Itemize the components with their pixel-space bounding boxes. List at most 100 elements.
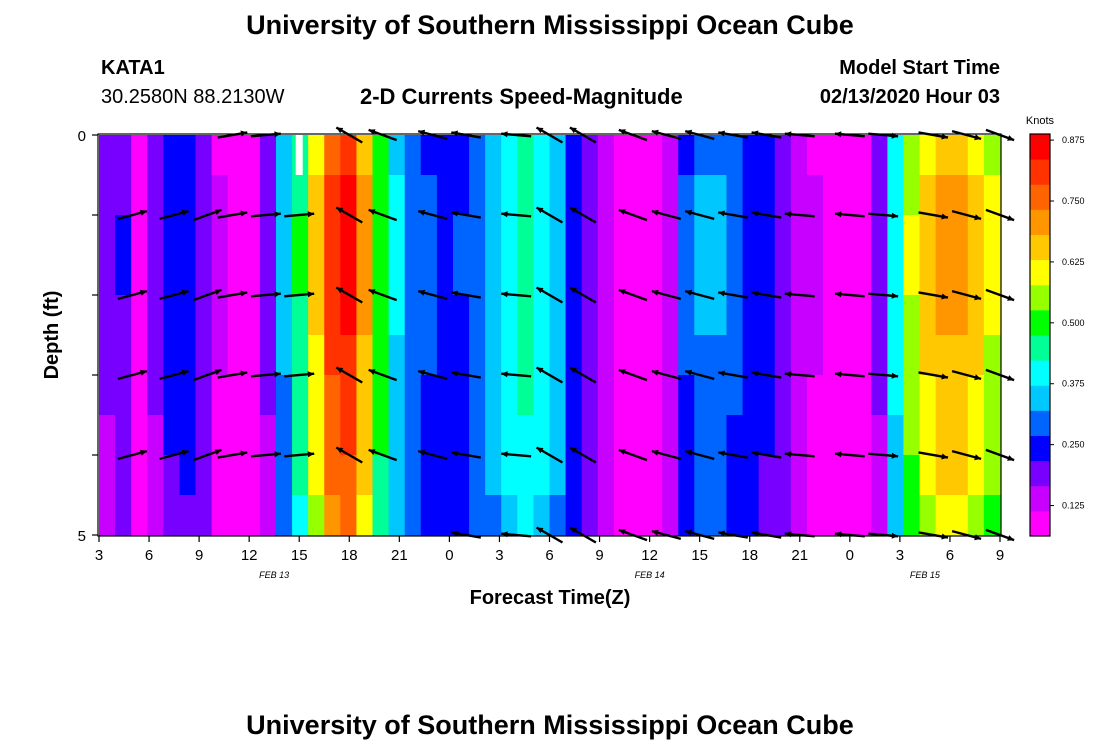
heat-cell	[823, 175, 840, 216]
heat-cell	[549, 175, 567, 216]
heat-cell	[613, 455, 631, 496]
heat-cell	[629, 175, 647, 216]
heat-cell	[485, 455, 502, 496]
heat-cell	[308, 335, 325, 376]
heat-cell	[919, 295, 937, 336]
heat-cell	[581, 455, 599, 496]
heat-cell	[839, 415, 856, 456]
heat-cell	[549, 415, 567, 456]
heat-cell	[565, 455, 583, 496]
heat-cell	[565, 255, 583, 296]
heat-cell	[919, 335, 937, 376]
heat-cell	[983, 335, 1001, 376]
heat-cell	[662, 495, 679, 536]
heat-cell	[99, 375, 116, 416]
current-vector	[951, 129, 982, 141]
x-tick-label: 3	[896, 547, 904, 564]
current-vector	[918, 131, 949, 140]
heat-cell	[452, 175, 470, 216]
heat-cell	[436, 135, 454, 176]
current-vector	[368, 208, 398, 222]
heat-cell	[951, 415, 969, 456]
heat-cell	[195, 135, 213, 176]
heat-cell	[935, 335, 953, 376]
heat-cell	[99, 495, 116, 536]
heat-cell	[983, 255, 1001, 296]
heat-cell	[678, 255, 695, 296]
heat-cell	[452, 295, 470, 336]
heat-cell	[211, 495, 229, 536]
heat-cell	[243, 255, 261, 296]
current-vector	[618, 208, 648, 222]
heat-cell	[726, 135, 744, 176]
heat-cell	[613, 255, 631, 296]
heat-cell	[742, 215, 760, 256]
x-tick-label: 18	[741, 547, 758, 564]
heat-cell	[951, 375, 969, 416]
heat-cell	[790, 495, 808, 536]
current-vector	[784, 291, 815, 298]
heat-cell	[951, 335, 969, 376]
heat-cell	[324, 495, 341, 536]
current-vector	[368, 288, 398, 302]
heat-cell	[903, 415, 921, 456]
heat-cell	[211, 375, 229, 416]
heat-cell	[871, 255, 888, 296]
heat-cell	[839, 215, 856, 256]
current-vector	[751, 290, 782, 299]
heat-cell	[147, 375, 164, 416]
heat-cell	[420, 295, 438, 336]
heat-cell	[195, 455, 213, 496]
heat-cell	[275, 415, 293, 456]
heat-cell	[517, 455, 535, 496]
heat-cell	[436, 215, 454, 256]
heat-cell	[581, 495, 599, 536]
heat-cell	[436, 415, 454, 456]
heat-cell	[967, 175, 985, 216]
heat-cell	[903, 135, 921, 176]
heat-cell	[485, 215, 502, 256]
heat-cell	[388, 135, 406, 176]
current-vector	[618, 368, 648, 382]
heat-cell	[533, 295, 551, 336]
heat-cell	[565, 415, 583, 456]
heat-cell	[131, 335, 148, 376]
heat-cell	[597, 375, 615, 416]
heat-cell	[951, 135, 969, 176]
current-vector	[335, 366, 363, 384]
heat-cell	[356, 135, 374, 176]
heat-cell	[340, 135, 358, 176]
heat-cell	[983, 415, 1001, 456]
heat-cell	[469, 335, 486, 376]
heat-cell	[517, 375, 535, 416]
heat-cell	[259, 455, 277, 496]
heat-cell	[726, 335, 744, 376]
heat-cell	[758, 295, 776, 336]
current-vector	[417, 209, 448, 221]
current-vector	[417, 369, 448, 381]
heat-cell	[549, 295, 567, 336]
heat-cell	[372, 335, 390, 376]
heat-cell	[131, 175, 148, 216]
heat-cell	[131, 255, 148, 296]
heat-cell	[678, 135, 695, 176]
colorbar-swatch	[1030, 184, 1050, 210]
current-vector	[684, 449, 715, 461]
heat-cell	[227, 175, 245, 216]
heat-cell	[629, 335, 647, 376]
heat-cell	[372, 415, 390, 456]
colorbar-swatch	[1030, 335, 1050, 361]
heat-cell	[259, 415, 277, 456]
heat-cell	[420, 175, 438, 216]
heat-cell	[597, 175, 615, 216]
current-vector	[985, 448, 1015, 462]
heat-cell	[726, 455, 744, 496]
heat-cell	[887, 135, 905, 176]
current-vector	[159, 289, 189, 301]
heat-cell	[227, 255, 245, 296]
heat-cell	[275, 255, 293, 296]
heat-cell	[790, 215, 808, 256]
heat-cell	[147, 415, 164, 456]
heat-cell	[823, 495, 840, 536]
heat-cell	[581, 415, 599, 456]
